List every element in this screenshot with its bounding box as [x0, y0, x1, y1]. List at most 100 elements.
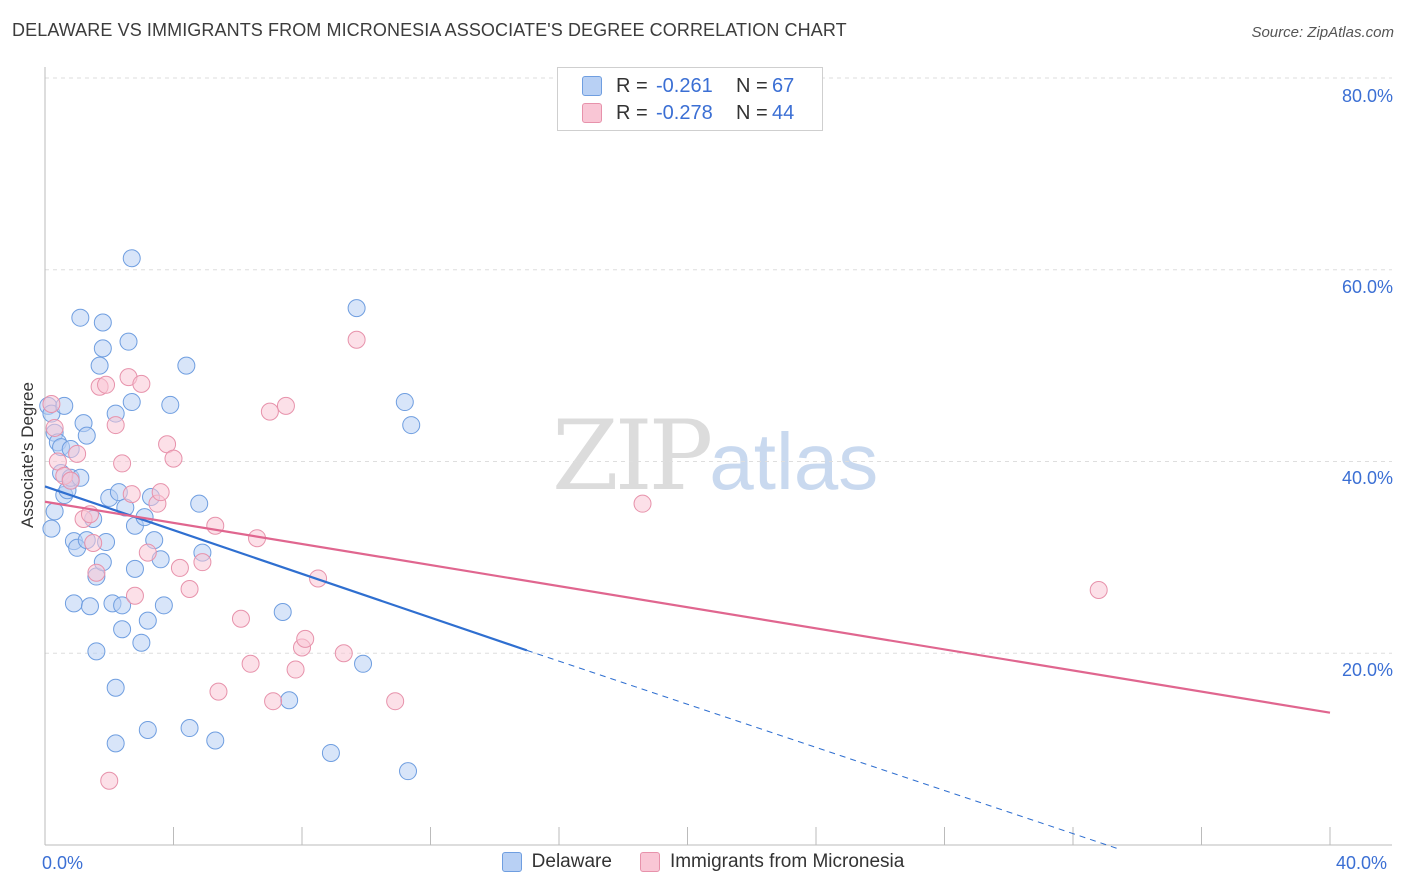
- axes: [44, 67, 1392, 846]
- micronesia-point-28: [209, 682, 228, 701]
- micronesia-point-43: [1089, 580, 1108, 599]
- delaware-point-63: [399, 762, 418, 781]
- delaware-trend-extension: [526, 649, 1122, 851]
- micronesia-point-42: [633, 494, 652, 513]
- stats-row-micronesia: R = -0.278 N = 44: [582, 100, 794, 126]
- micronesia-point-1: [45, 418, 64, 437]
- delaware-point-58: [280, 691, 299, 710]
- delaware-point-24: [87, 642, 106, 661]
- source-label: Source: ZipAtlas.com: [1251, 24, 1394, 41]
- micronesia-point-33: [264, 692, 283, 711]
- micronesia-point-25: [180, 580, 199, 599]
- delaware-point-42: [125, 559, 144, 578]
- delaware-point-28: [93, 313, 112, 332]
- micronesia-point-34: [276, 396, 295, 415]
- delaware-point-57: [273, 603, 292, 622]
- micronesia-point-11: [97, 375, 116, 394]
- micronesia-points: [42, 330, 1108, 790]
- series-legend: Delaware Immigrants from Micronesia: [0, 851, 1406, 873]
- micronesia-point-9: [87, 563, 106, 582]
- r-label: R =: [616, 74, 648, 97]
- delaware-point-53: [180, 719, 199, 738]
- delaware-point-51: [161, 395, 180, 414]
- r-value: -0.261: [656, 74, 713, 97]
- micronesia-point-5: [68, 444, 87, 463]
- delaware-point-14: [64, 594, 83, 613]
- delaware-point-19: [77, 426, 96, 445]
- trend-lines: [44, 485, 1331, 851]
- grid-lines: [45, 77, 1392, 654]
- delaware-point-36: [113, 620, 132, 639]
- micronesia-point-30: [241, 654, 260, 673]
- n-value: 67: [772, 74, 795, 97]
- delaware-point-50: [154, 596, 173, 615]
- delaware-point-43: [132, 633, 151, 652]
- micronesia-point-26: [193, 553, 212, 572]
- micronesia-swatch: [582, 103, 602, 123]
- delaware-point-40: [122, 249, 141, 268]
- y-tick-label-80: 80.0%: [1341, 86, 1393, 106]
- micronesia-legend-swatch: [639, 852, 660, 872]
- delaware-point-65: [42, 519, 61, 538]
- delaware-legend-swatch: [501, 852, 522, 872]
- y-tick-label-20: 20.0%: [1341, 660, 1393, 680]
- delaware-point-60: [347, 299, 366, 318]
- n-value: 44: [772, 101, 795, 124]
- micronesia-point-23: [164, 449, 183, 468]
- micronesia-point-39: [334, 644, 353, 663]
- stats-legend: R = -0.261 N = 67 R = -0.278 N = 44: [557, 67, 823, 131]
- micronesia-point-13: [106, 416, 125, 435]
- delaware-point-35: [113, 596, 132, 615]
- stats-row-delaware: R = -0.261 N = 67: [582, 73, 794, 99]
- micronesia-point-14: [113, 454, 132, 473]
- delaware-point-62: [395, 393, 414, 412]
- micronesia-point-18: [132, 374, 151, 393]
- micronesia-point-19: [138, 543, 157, 562]
- micronesia-point-16: [122, 485, 141, 504]
- delaware-point-26: [93, 339, 112, 358]
- watermark: ZIPatlas: [552, 400, 878, 512]
- delaware-point-39: [122, 393, 141, 412]
- delaware-point-52: [177, 356, 196, 375]
- y-axis-label: Associate's Degree: [18, 382, 37, 528]
- x-tick-label-max: 40.0%: [1336, 853, 1388, 873]
- legend-label: Delaware: [531, 851, 612, 872]
- legend-label: Immigrants from Micronesia: [669, 851, 905, 872]
- r-label: R =: [616, 101, 648, 124]
- micronesia-point-41: [386, 692, 405, 711]
- delaware-point-46: [138, 611, 157, 630]
- delaware-point-21: [80, 597, 99, 616]
- micronesia-point-0: [42, 394, 61, 413]
- y-tick-label-40: 40.0%: [1341, 468, 1393, 488]
- micronesia-point-35: [286, 660, 305, 679]
- y-tick-label-60: 60.0%: [1341, 277, 1393, 297]
- legend-item-micronesia[interactable]: Immigrants from Micronesia: [639, 851, 905, 873]
- delaware-point-32: [106, 734, 125, 753]
- legend-item-delaware[interactable]: Delaware: [501, 851, 612, 873]
- delaware-point-59: [321, 743, 340, 762]
- delaware-points: [39, 249, 421, 781]
- delaware-point-56: [206, 731, 225, 750]
- delaware-point-54: [190, 494, 209, 513]
- delaware-swatch: [582, 76, 602, 96]
- delaware-point-25: [90, 356, 109, 375]
- micronesia-point-8: [84, 533, 103, 552]
- delaware-trend-line: [44, 485, 528, 652]
- micronesia-point-17: [125, 586, 144, 605]
- micronesia-point-4: [61, 471, 80, 490]
- n-label: N =: [736, 74, 768, 97]
- micronesia-point-40: [347, 330, 366, 349]
- chart-title: DELAWARE VS IMMIGRANTS FROM MICRONESIA A…: [12, 20, 847, 40]
- delaware-point-38: [119, 332, 138, 351]
- micronesia-point-29: [231, 609, 250, 628]
- n-label: N =: [736, 101, 768, 124]
- watermark-zip: ZIP: [552, 400, 713, 512]
- delaware-point-31: [106, 678, 125, 697]
- micronesia-point-37: [296, 629, 315, 648]
- micronesia-point-12: [100, 771, 119, 790]
- r-value: -0.278: [656, 101, 713, 124]
- delaware-point-61: [354, 654, 373, 673]
- micronesia-trend-line: [44, 500, 1331, 714]
- x-tick-label-min: 0.0%: [42, 853, 84, 873]
